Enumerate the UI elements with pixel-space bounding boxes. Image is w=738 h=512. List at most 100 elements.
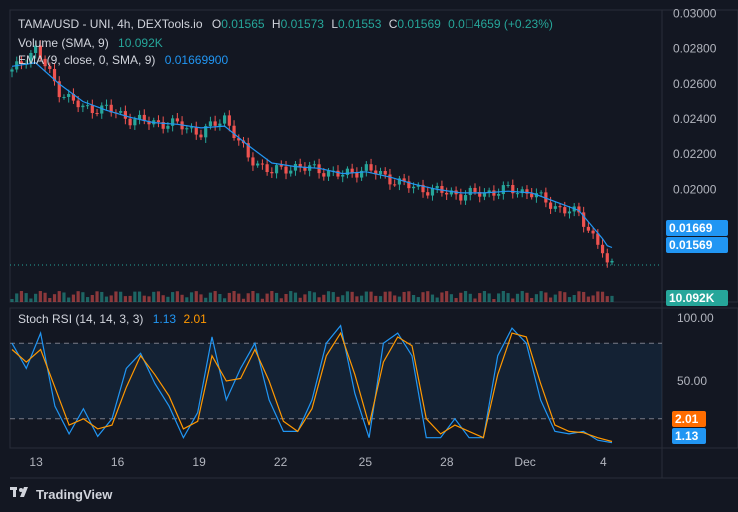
candle-body <box>95 113 99 115</box>
volume-bar <box>355 296 359 302</box>
candle-body <box>473 187 477 193</box>
rsi-k-value: 1.13 <box>152 312 177 326</box>
volume-bar <box>298 297 302 302</box>
volume-bar <box>322 294 326 302</box>
candle-body <box>284 166 288 174</box>
volume-bar <box>577 291 581 302</box>
rsi-k-tag: 1.13 <box>672 428 706 444</box>
candle-body <box>251 157 255 166</box>
candle-body <box>525 189 529 194</box>
volume-bar <box>123 296 127 302</box>
ema-price-tag: 0.01669 <box>666 220 728 236</box>
volume-bar <box>246 293 250 302</box>
candle-body <box>189 127 194 129</box>
candle-body <box>605 253 609 263</box>
volume-bar <box>567 297 572 302</box>
candle-body <box>52 68 57 82</box>
candle-body <box>265 164 269 173</box>
volume-group <box>10 291 614 302</box>
volume-bar <box>563 292 567 302</box>
time-tick-label: 22 <box>274 455 288 469</box>
volume-bar <box>43 292 47 302</box>
candle-body <box>360 170 364 178</box>
rsi-tick-label: 50.00 <box>677 374 707 388</box>
volume-bar <box>251 291 255 302</box>
candle-body <box>567 211 572 214</box>
candle-body <box>303 167 307 171</box>
volume-bar <box>308 291 312 302</box>
volume-bar <box>289 291 293 302</box>
candle-body <box>506 185 510 187</box>
volume-bar <box>256 293 260 302</box>
candle-body <box>468 187 472 196</box>
footer[interactable]: TradingView <box>10 486 112 502</box>
volume-bar <box>71 294 76 302</box>
rsi-band <box>10 343 662 419</box>
volume-bar <box>534 294 539 302</box>
volume-bar <box>274 292 279 302</box>
volume-bar <box>511 298 515 302</box>
volume-bar <box>378 296 383 302</box>
candle-body <box>355 172 359 178</box>
volume-bar <box>10 299 14 302</box>
volume-bar <box>222 298 227 302</box>
volume-bar <box>369 291 373 302</box>
candle-body <box>421 184 425 193</box>
candle-body <box>147 121 151 125</box>
volume-bar <box>326 291 331 302</box>
volume-bar <box>52 294 57 302</box>
open-label: O <box>211 17 222 31</box>
candle-body <box>558 206 562 208</box>
volume-bar <box>459 292 463 302</box>
candle-body <box>270 172 274 174</box>
footer-brand: TradingView <box>36 486 113 502</box>
tradingview-logo-icon <box>10 486 32 502</box>
volume-bar <box>303 294 307 302</box>
volume-bar <box>104 296 109 302</box>
candle-body <box>38 45 42 59</box>
candles-group <box>10 40 614 268</box>
symbol-label: TAMA/USD - UNI, 4h, DEXTools.io <box>18 17 203 31</box>
volume-bar <box>558 291 562 302</box>
volume-bar <box>29 298 33 302</box>
volume-bar <box>468 293 472 302</box>
candle-body <box>596 233 600 245</box>
candle-body <box>199 134 203 138</box>
candle-body <box>449 190 453 195</box>
volume-bar <box>582 291 586 302</box>
candle-body <box>563 207 567 214</box>
volume-bar <box>445 291 449 302</box>
candle-body <box>109 104 113 113</box>
volume-label: Volume (SMA, 9) <box>18 36 109 50</box>
candle-body <box>171 118 175 126</box>
volume-bar <box>213 291 217 302</box>
candle-body <box>336 170 340 177</box>
candle-body <box>204 126 208 138</box>
candle-body <box>544 192 548 203</box>
candle-body <box>232 125 236 139</box>
candle-body <box>388 174 392 185</box>
candle-body <box>539 192 543 194</box>
volume-bar <box>260 298 264 302</box>
volume-bar <box>152 291 156 302</box>
volume-bar <box>520 291 524 302</box>
candle-body <box>256 163 260 166</box>
candle-body <box>161 122 165 129</box>
candle-body <box>81 105 85 108</box>
candle-body <box>520 189 524 194</box>
price-tick-label: 0.02800 <box>673 42 717 56</box>
time-tick-label: 19 <box>192 455 206 469</box>
candle-body <box>411 186 416 189</box>
candle-body <box>34 45 38 53</box>
volume-bar <box>350 291 354 302</box>
candle-body <box>582 212 586 227</box>
volume-bar <box>586 296 590 302</box>
volume-bar <box>19 291 24 302</box>
candle-body <box>260 163 264 165</box>
volume-bar <box>109 295 113 302</box>
volume-bar <box>175 291 179 302</box>
candle-body <box>515 193 520 195</box>
ema-value: 0.01669900 <box>164 53 229 67</box>
last-price-tag: 0.01569 <box>666 237 728 253</box>
